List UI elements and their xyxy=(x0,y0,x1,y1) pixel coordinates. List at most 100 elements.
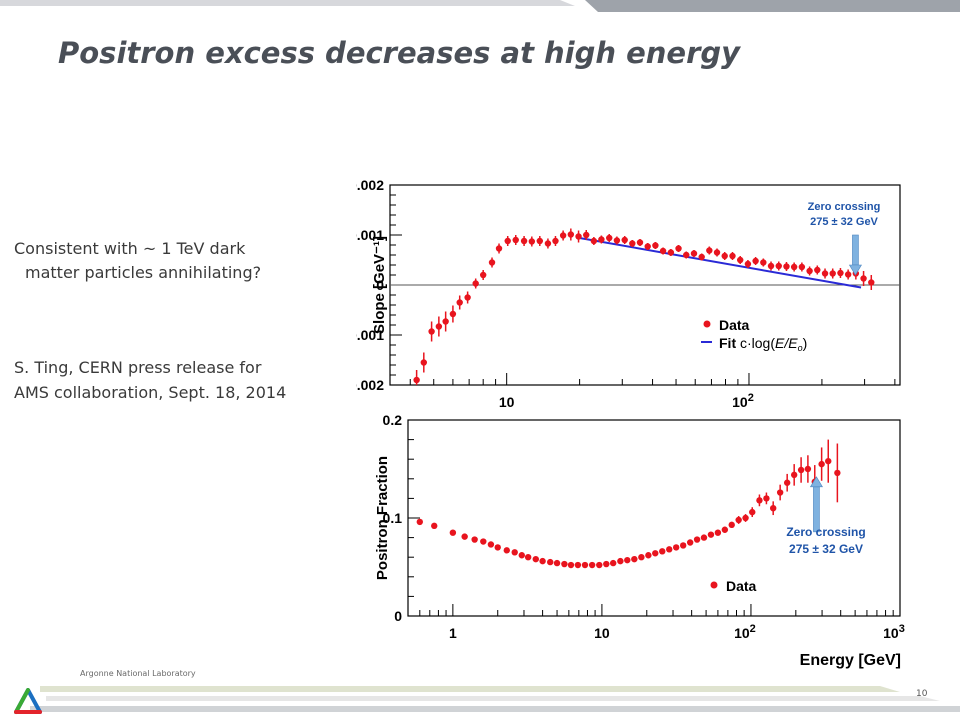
fraction-data-point xyxy=(834,469,841,477)
bottom-decor-stripes xyxy=(30,686,960,712)
fraction-x-tick-label: 102 xyxy=(734,623,756,641)
slope-data-point xyxy=(479,271,487,279)
fraction-y-axis-label: Positron Fraction xyxy=(374,456,391,580)
slope-data-point xyxy=(613,237,621,244)
fraction-x-tick-label: 10 xyxy=(594,625,610,641)
citation-line-1: S. Ting, CERN press release for xyxy=(14,358,262,377)
fraction-y-tick-label: 0 xyxy=(394,608,402,624)
slope-data-point xyxy=(636,239,644,246)
figure-panel: 10 102 0.002 0.001 0 -0.001 -0.002 1 10 102 103 0.… xyxy=(356,177,905,669)
slope-y-tick-label: -0.002 xyxy=(356,377,384,393)
slope-data-point xyxy=(829,270,836,277)
slope-annotation-line-2: 275 ± 32 GeV xyxy=(810,216,878,228)
fraction-data-point xyxy=(735,516,742,524)
fraction-data-point xyxy=(749,508,756,516)
slope-data-point xyxy=(428,328,435,335)
slope-legend-fit-label: Fit c·log(E/Eo) xyxy=(719,335,807,353)
slope-data-point xyxy=(495,245,503,252)
footer-organization: Argonne National Laboratory xyxy=(80,669,196,678)
slope-data-point xyxy=(667,249,675,256)
fraction-data-point xyxy=(728,521,735,529)
fraction-data-point xyxy=(624,556,631,564)
fraction-data-point xyxy=(659,548,666,555)
fraction-y-tick-label: 0.1 xyxy=(383,510,403,526)
fraction-data-point xyxy=(672,544,680,551)
slope-x-tick-label: 102 xyxy=(732,392,754,410)
slope-x-tick-label: 10 xyxy=(499,394,515,410)
slope-data-point xyxy=(844,271,852,278)
fraction-data-point xyxy=(763,495,770,502)
fraction-data-point xyxy=(790,471,798,479)
body-text-line-1: Consistent with ~ 1 TeV dark xyxy=(14,239,246,258)
slope-data-point xyxy=(744,260,752,268)
slope-data-point xyxy=(713,249,721,256)
slope-data-point xyxy=(798,263,806,271)
slope-data-point xyxy=(752,257,759,265)
top-decor-bar xyxy=(0,0,960,12)
fraction-data-point xyxy=(825,457,832,465)
fraction-data-point xyxy=(471,536,478,543)
fraction-data-point xyxy=(487,541,495,548)
slope-data-point xyxy=(806,267,813,275)
slope-data-point xyxy=(783,263,790,270)
slope-data-point xyxy=(690,250,698,257)
fraction-data-point xyxy=(679,542,687,549)
fraction-data-point xyxy=(553,559,561,567)
fraction-data-point xyxy=(756,497,763,504)
slope-data-point xyxy=(683,251,690,259)
fraction-data-point xyxy=(617,557,624,565)
fraction-plot-frame xyxy=(407,419,901,617)
fraction-annotation-line-1: Zero crossing xyxy=(786,525,865,539)
fraction-data-point xyxy=(645,552,652,559)
fraction-data-point xyxy=(561,560,568,568)
slope-data-point xyxy=(442,318,449,325)
slope-data-point xyxy=(775,262,782,270)
slope-y-tick-label: 0 xyxy=(376,277,384,293)
slope-annotation-arrow xyxy=(848,234,862,276)
slope-data-point xyxy=(567,231,575,238)
fraction-x-tick-label: 103 xyxy=(883,623,905,641)
fraction-data-point xyxy=(539,557,546,565)
slope-data-point xyxy=(456,299,463,306)
fraction-data-point xyxy=(693,536,701,543)
slope-y-tick-label: -0.001 xyxy=(356,327,384,343)
slope-y-axis-label: Slope [GeV⁻¹] xyxy=(371,236,388,334)
fraction-data-point xyxy=(503,547,510,554)
slope-data-point xyxy=(559,232,567,239)
page-number: 10 xyxy=(916,689,928,699)
slope-y-tick-label: 0.001 xyxy=(356,227,384,243)
slope-data-point xyxy=(606,234,613,242)
fraction-annotation-line-2: 275 ± 32 GeV xyxy=(789,542,863,556)
slope-data-point xyxy=(413,376,420,384)
fraction-legend-data-marker xyxy=(710,581,718,589)
slope-data-point xyxy=(790,263,798,271)
slope-data-point xyxy=(575,233,582,240)
slope-data-point xyxy=(698,253,705,261)
body-text-line-2: matter particles annihilating? xyxy=(25,263,262,282)
slope-data-point xyxy=(504,237,511,245)
slope-annotation-line-1: Zero crossing xyxy=(808,201,881,213)
slope-data-point xyxy=(652,242,659,249)
fraction-data-point xyxy=(494,544,501,551)
fraction-data-point xyxy=(686,539,694,546)
slope-data-point xyxy=(629,240,636,247)
slope-data-point xyxy=(814,266,821,274)
slope-annotation-arrow-shaft xyxy=(852,234,859,266)
fraction-data-point xyxy=(818,460,825,468)
fraction-data-point xyxy=(581,561,589,569)
fraction-data-point xyxy=(480,538,487,545)
fraction-data-point xyxy=(461,533,468,540)
fraction-data-point xyxy=(631,555,638,563)
slope-data-point xyxy=(598,236,605,243)
slope-legend-data-label: Data xyxy=(719,317,750,333)
slope-data-point xyxy=(706,247,713,254)
slope-data-point xyxy=(488,259,496,266)
fraction-data-point xyxy=(416,518,424,526)
fraction-data-point xyxy=(776,489,784,496)
fraction-data-point xyxy=(588,561,596,569)
fraction-data-point xyxy=(609,559,617,567)
fraction-data-point xyxy=(783,479,791,486)
fraction-data-point xyxy=(511,549,518,556)
slope-legend-data-marker xyxy=(703,320,711,328)
fraction-data-point xyxy=(714,529,722,536)
